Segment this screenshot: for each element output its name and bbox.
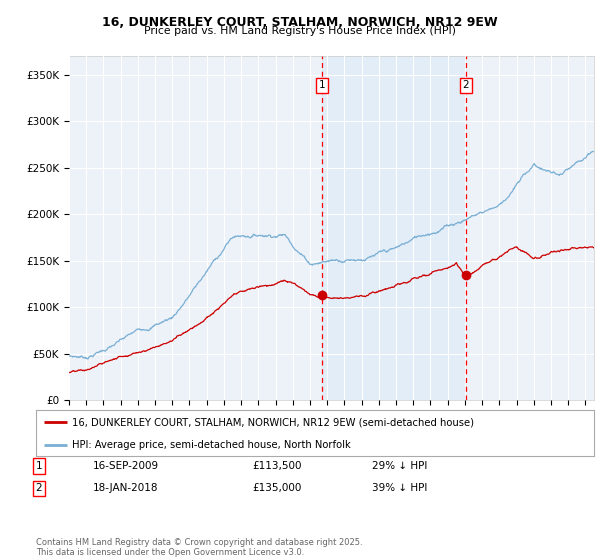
Text: £135,000: £135,000 bbox=[252, 483, 301, 493]
Text: 1: 1 bbox=[319, 80, 326, 90]
Text: Contains HM Land Registry data © Crown copyright and database right 2025.
This d: Contains HM Land Registry data © Crown c… bbox=[36, 538, 362, 557]
Text: £113,500: £113,500 bbox=[252, 461, 302, 471]
Text: Price paid vs. HM Land Registry's House Price Index (HPI): Price paid vs. HM Land Registry's House … bbox=[144, 26, 456, 36]
Text: 16, DUNKERLEY COURT, STALHAM, NORWICH, NR12 9EW (semi-detached house): 16, DUNKERLEY COURT, STALHAM, NORWICH, N… bbox=[72, 417, 474, 427]
Text: 18-JAN-2018: 18-JAN-2018 bbox=[93, 483, 158, 493]
Text: 16-SEP-2009: 16-SEP-2009 bbox=[93, 461, 159, 471]
Text: HPI: Average price, semi-detached house, North Norfolk: HPI: Average price, semi-detached house,… bbox=[72, 440, 351, 450]
Text: 39% ↓ HPI: 39% ↓ HPI bbox=[372, 483, 427, 493]
Text: 2: 2 bbox=[35, 483, 43, 493]
Bar bbox=[322, 56, 466, 400]
Text: 1: 1 bbox=[35, 461, 43, 471]
Text: 16, DUNKERLEY COURT, STALHAM, NORWICH, NR12 9EW: 16, DUNKERLEY COURT, STALHAM, NORWICH, N… bbox=[102, 16, 498, 29]
Text: 29% ↓ HPI: 29% ↓ HPI bbox=[372, 461, 427, 471]
Text: 2: 2 bbox=[462, 80, 469, 90]
